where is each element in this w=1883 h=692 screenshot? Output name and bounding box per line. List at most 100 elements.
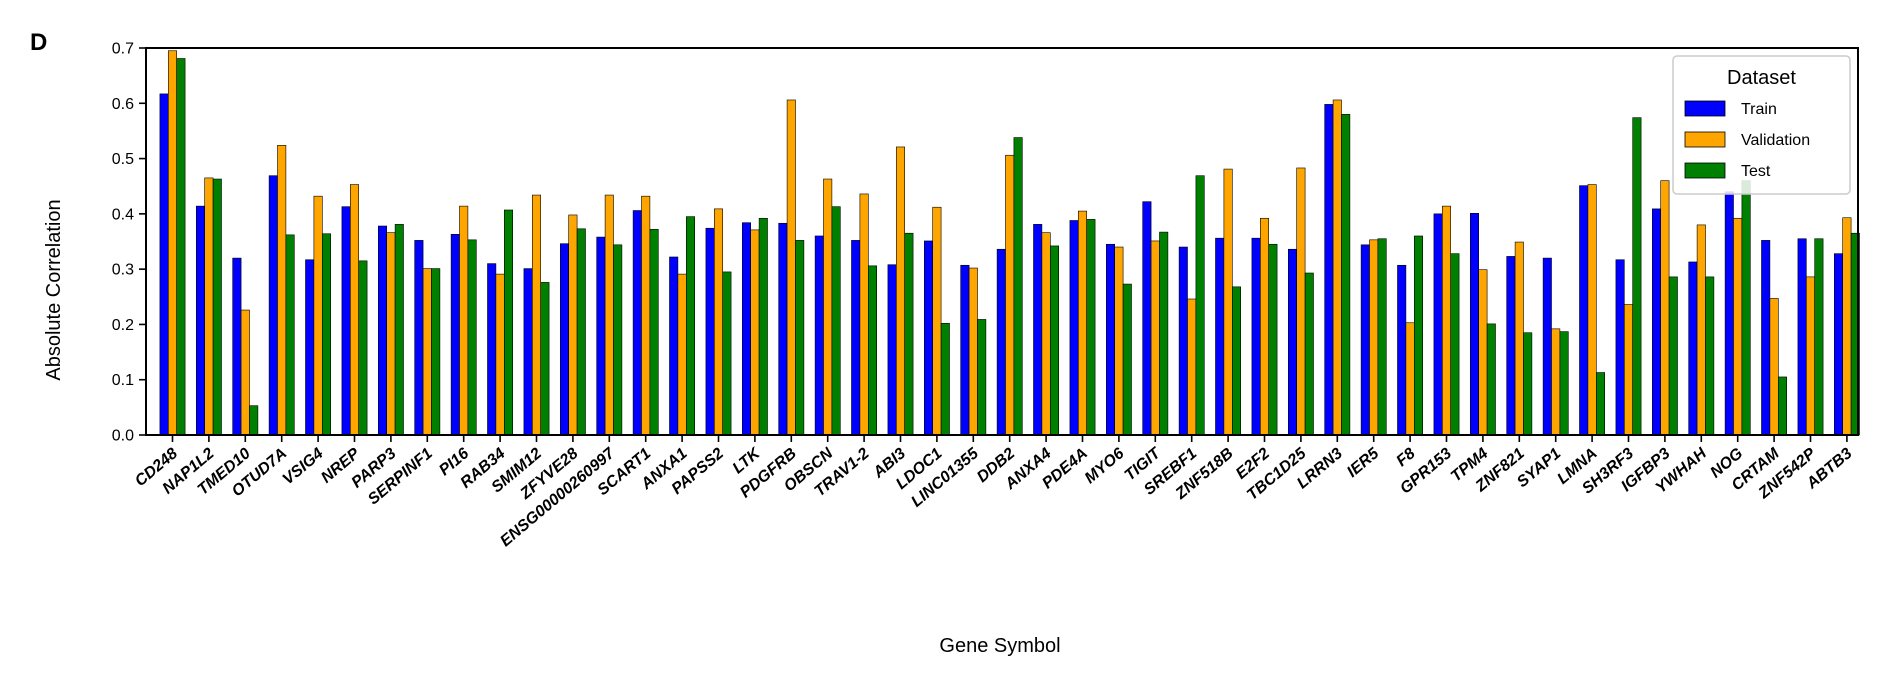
legend-title: Dataset bbox=[1727, 67, 1796, 89]
bar-test-gpr153 bbox=[1450, 253, 1460, 436]
bar-test-anxa4 bbox=[1050, 245, 1060, 436]
bar-test-ddb2 bbox=[1013, 137, 1023, 436]
bar-train-abtb3 bbox=[1834, 253, 1844, 436]
bar-train-linc01355 bbox=[960, 264, 970, 436]
x-tick-label-f8: F8 bbox=[1393, 445, 1418, 470]
legend-swatch-test bbox=[1684, 162, 1726, 179]
bar-test-tmed10 bbox=[249, 405, 259, 436]
bar-validation-tpm4 bbox=[1478, 269, 1488, 436]
bar-validation-ier5 bbox=[1369, 239, 1379, 436]
bar-test-e2f2 bbox=[1268, 243, 1278, 436]
bar-validation-pde4a bbox=[1078, 210, 1088, 436]
bar-test-myo6 bbox=[1122, 283, 1132, 436]
bar-validation-pi16 bbox=[459, 205, 469, 436]
bar-train-ddb2 bbox=[996, 248, 1006, 436]
bar-test-znf518b bbox=[1232, 286, 1242, 436]
bar-validation-ensg00000260997 bbox=[604, 194, 614, 436]
bar-test-lmna bbox=[1596, 372, 1606, 436]
bar-test-ldoc1 bbox=[940, 323, 950, 436]
bar-train-ldoc1 bbox=[923, 240, 933, 436]
bar-train-lrrn3 bbox=[1324, 104, 1334, 436]
y-tick-label: 0.6 bbox=[112, 96, 134, 113]
bar-validation-f8 bbox=[1405, 322, 1415, 436]
bar-train-e2f2 bbox=[1251, 237, 1261, 436]
bar-train-srebf1 bbox=[1178, 246, 1188, 436]
bar-validation-smim12 bbox=[531, 194, 541, 436]
bar-validation-tmed10 bbox=[240, 309, 250, 436]
bar-validation-lmna bbox=[1587, 184, 1597, 436]
bar-validation-trav1-2 bbox=[859, 193, 869, 436]
bar-test-f8 bbox=[1414, 235, 1424, 436]
bar-test-trav1-2 bbox=[867, 265, 877, 436]
legend: Dataset Train Validation Test bbox=[1672, 55, 1851, 195]
legend-label-validation: Validation bbox=[1741, 132, 1810, 149]
bar-train-papss2 bbox=[705, 227, 715, 436]
bar-train-smim12 bbox=[523, 268, 533, 436]
bar-train-pde4a bbox=[1069, 220, 1079, 436]
bar-test-tbc1d25 bbox=[1304, 272, 1314, 436]
x-axis-title: Gene Symbol bbox=[939, 635, 1060, 657]
bar-validation-srebf1 bbox=[1187, 298, 1197, 436]
bar-validation-anxa1 bbox=[677, 273, 687, 436]
bar-test-znf821 bbox=[1523, 332, 1533, 436]
bar-validation-igfbp3 bbox=[1660, 180, 1670, 436]
bar-validation-lrrn3 bbox=[1332, 99, 1342, 436]
bar-validation-crtam bbox=[1769, 298, 1779, 436]
bar-train-nog bbox=[1724, 191, 1734, 436]
bar-test-ywhah bbox=[1705, 276, 1715, 436]
bar-test-papss2 bbox=[722, 271, 732, 436]
bar-validation-otud7a bbox=[277, 145, 287, 436]
bar-validation-serpinf1 bbox=[422, 268, 432, 436]
y-tick-label: 0.7 bbox=[112, 41, 134, 58]
bar-validation-rab34 bbox=[495, 273, 505, 436]
bar-validation-znf542p bbox=[1806, 276, 1816, 436]
bar-validation-e2f2 bbox=[1260, 217, 1270, 436]
bar-validation-ltk bbox=[750, 229, 760, 436]
bar-test-nap1l2 bbox=[212, 178, 222, 436]
bar-validation-gpr153 bbox=[1442, 205, 1452, 436]
bar-train-igfbp3 bbox=[1652, 208, 1662, 436]
bar-validation-syap1 bbox=[1551, 328, 1561, 436]
bar-train-ier5 bbox=[1360, 244, 1370, 436]
bar-validation-tigit bbox=[1150, 240, 1160, 436]
bar-validation-linc01355 bbox=[968, 267, 978, 436]
bar-validation-tbc1d25 bbox=[1296, 167, 1306, 436]
bar-train-znf518b bbox=[1215, 237, 1225, 436]
bar-train-ltk bbox=[741, 222, 751, 436]
bar-train-pdgfrb bbox=[778, 222, 788, 436]
bar-test-tigit bbox=[1159, 231, 1169, 436]
bar-test-ensg00000260997 bbox=[613, 244, 623, 436]
bar-test-ier5 bbox=[1377, 238, 1387, 436]
bar-train-tbc1d25 bbox=[1288, 248, 1298, 436]
bar-train-znf542p bbox=[1797, 238, 1807, 436]
bar-test-pde4a bbox=[1086, 219, 1096, 436]
bar-test-smim12 bbox=[540, 282, 550, 436]
bar-test-ltk bbox=[758, 217, 768, 436]
y-tick-label: 0.1 bbox=[112, 372, 134, 389]
y-axis-title: Absolute Correlation bbox=[43, 199, 65, 380]
bars-layer bbox=[159, 50, 1860, 436]
bar-test-cd248 bbox=[176, 58, 186, 436]
bar-train-cd248 bbox=[159, 93, 169, 436]
bar-test-abi3 bbox=[904, 232, 914, 436]
bar-validation-anxa4 bbox=[1041, 232, 1051, 436]
x-tick-label-ier5: IER5 bbox=[1344, 444, 1383, 481]
bar-test-linc01355 bbox=[977, 319, 987, 436]
bar-validation-ywhah bbox=[1696, 224, 1706, 436]
x-tick-label-vsig4: VSIG4 bbox=[280, 445, 327, 488]
bar-train-scart1 bbox=[632, 210, 642, 436]
bar-train-anxa1 bbox=[669, 256, 679, 436]
bar-validation-zfyve28 bbox=[568, 214, 578, 436]
bar-validation-vsig4 bbox=[313, 195, 323, 436]
bar-validation-parp3 bbox=[386, 232, 396, 436]
y-tick-label: 0.2 bbox=[112, 317, 134, 334]
bar-test-rab34 bbox=[503, 209, 513, 436]
bar-test-pi16 bbox=[467, 239, 477, 436]
bar-test-znf542p bbox=[1814, 238, 1824, 436]
y-tick-label: 0.4 bbox=[112, 206, 134, 223]
bar-test-otud7a bbox=[285, 234, 295, 436]
bar-test-sh3rf3 bbox=[1632, 117, 1642, 436]
bar-train-crtam bbox=[1761, 240, 1771, 436]
bar-train-f8 bbox=[1397, 264, 1407, 436]
